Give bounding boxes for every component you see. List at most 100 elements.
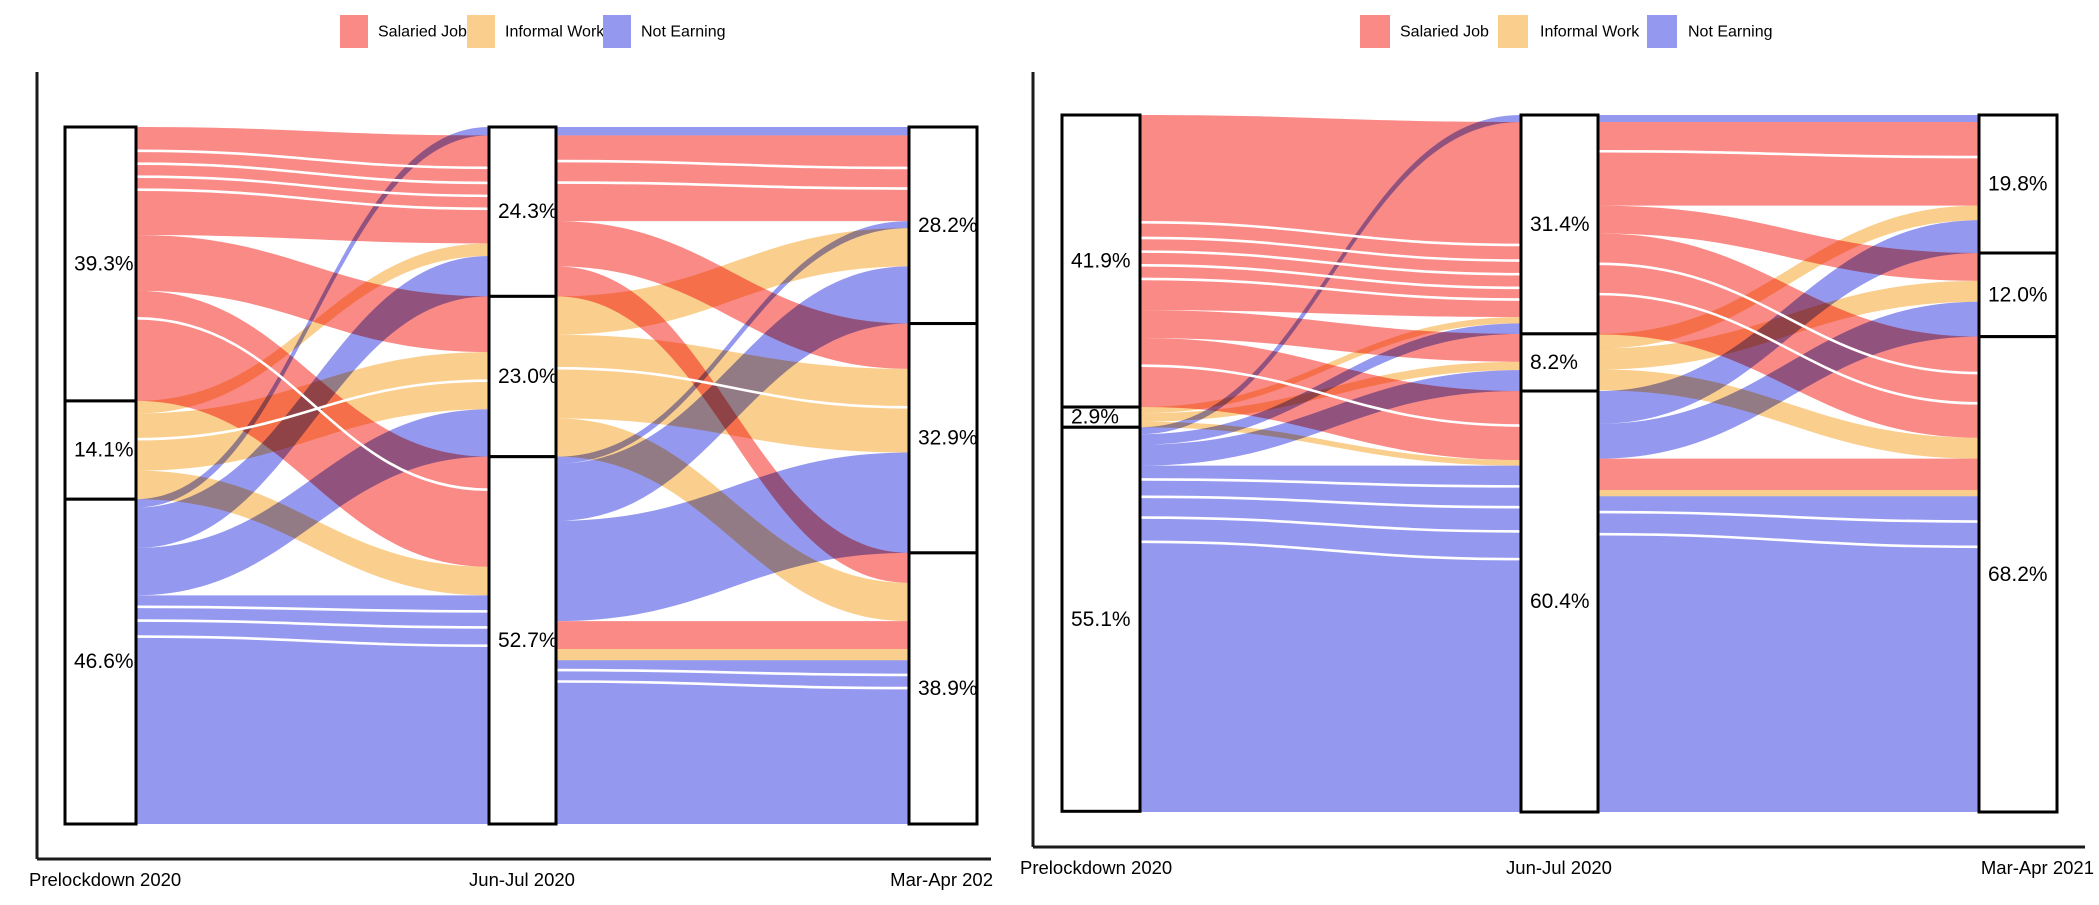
node-percent-label: 68.2% (1988, 563, 2048, 586)
flow-ribbon (556, 221, 909, 464)
node-column-1: 39.3% 14.1% 46.6% (63, 125, 138, 826)
flow-ribbon (136, 409, 489, 596)
flow-ribbon (1598, 220, 1979, 424)
node-percent-label: 14.1% (74, 439, 134, 462)
flow-ribbon (136, 243, 489, 414)
flow-ribbon (1598, 458, 1979, 490)
cohort-separator-line (135, 605, 490, 613)
cohort-separator-line (1139, 221, 1522, 247)
node-segment (1977, 251, 2059, 339)
flow-ribbon (136, 595, 489, 824)
cohort-separator-line (1139, 540, 1522, 561)
flow-ribbon (1140, 421, 1521, 466)
node-percent-label: 31.4% (1530, 213, 1590, 236)
cohort-separator-line (135, 619, 490, 629)
legend-swatch-informal (1498, 15, 1528, 48)
node-segment (1977, 335, 2059, 814)
node-segment (63, 497, 138, 826)
flow-ribbon (1598, 121, 1979, 206)
node-segment (1977, 113, 2059, 255)
x-axis-label: Jun-Jul 2020 (469, 869, 575, 890)
cohort-separator-line (1597, 262, 1980, 375)
cohort-separator-line (1597, 149, 1980, 159)
node-column-2: 24.3% 23.0% 52.7% (487, 125, 558, 826)
cohort-separator-line (555, 159, 910, 170)
node-column-3: 28.2% 32.9% 38.9% (907, 125, 979, 826)
chart-panel-left: 39.3% 14.1% 46.6% 24.3% 23.0% 52.7% 28.2% 32.9%… (29, 15, 993, 890)
flow-ribbon (1598, 489, 1979, 497)
legend-swatch-informal (467, 15, 495, 48)
flow-ribbon (556, 135, 909, 222)
cohort-separator-line (1139, 364, 1522, 427)
cohort-separator-line (135, 317, 490, 492)
flow-ribbon (1140, 361, 1521, 422)
node-percent-label: 55.1% (1071, 608, 1131, 631)
node-percent-label: 28.2% (918, 214, 978, 237)
cohort-separator-line (135, 379, 490, 441)
node-segment (1060, 425, 1142, 813)
legend-label: Not Earning (641, 24, 726, 41)
flow-ribbon (136, 127, 489, 508)
node-segment (907, 551, 979, 826)
x-axis-label: Prelockdown 2020 (29, 869, 181, 890)
node-segment (1060, 113, 1142, 409)
node-percent-label: 46.6% (74, 650, 134, 673)
node-percent-label: 52.7% (498, 629, 558, 652)
transition-1-ribbons (1140, 115, 1521, 812)
node-segment (487, 455, 558, 826)
legend-swatch-not_earning (1647, 15, 1677, 48)
x-axis-label: Prelockdown 2020 (1020, 857, 1172, 878)
legend-label: Informal Work (505, 24, 605, 41)
flow-ribbon (556, 621, 909, 650)
node-segment (487, 125, 558, 298)
cohort-separator-line (1139, 277, 1522, 301)
legend-left: Salaried Job Informal Work Not Earning (340, 15, 726, 48)
node-percent-label: 19.8% (1988, 173, 2048, 196)
flow-ribbon (136, 255, 489, 548)
x-axis-label: Mar-Apr 2021 (1981, 857, 2094, 878)
flow-ribbon (1598, 496, 1979, 812)
cohort-separator-line (135, 188, 490, 211)
cohort-separator-line (1139, 236, 1522, 262)
legend-swatch-salaried (340, 15, 368, 48)
node-percent-label: 32.9% (918, 427, 978, 450)
chart-panel-right: 41.9% 2.9% 55.1% 31.4% 8.2% 60.4% 19.8% 12.0% 68… (1020, 15, 2094, 878)
legend-label: Salaried Job (378, 24, 467, 41)
node-segment (63, 125, 138, 403)
flow-ribbon (1598, 115, 1979, 122)
cohort-separator-line (555, 181, 910, 190)
cohort-separator-line (1597, 292, 1980, 405)
node-segment (907, 125, 979, 326)
x-axis-label: Jun-Jul 2020 (1506, 857, 1612, 878)
legend-label: Informal Work (1540, 24, 1640, 41)
node-percent-label: 2.9% (1071, 406, 1119, 429)
x-axis-label: Mar-Apr 202 (890, 869, 993, 890)
node-segment (1519, 113, 1600, 336)
node-segment (907, 322, 979, 555)
cohort-separator-line (555, 366, 910, 409)
transition-2-ribbons (556, 127, 909, 824)
legend-label: Not Earning (1688, 24, 1773, 41)
node-percent-label: 60.4% (1530, 590, 1590, 613)
node-column-2: 31.4% 8.2% 60.4% (1519, 113, 1600, 814)
flow-ribbon (1140, 465, 1521, 812)
legend-swatch-not_earning (603, 15, 631, 48)
cohort-separator-line (1139, 250, 1522, 276)
flow-ribbon (1140, 115, 1521, 318)
cohort-separator-line (1139, 263, 1522, 290)
cohort-separator-line (1139, 478, 1522, 488)
flow-ribbon (1140, 115, 1521, 435)
legend-swatch-salaried (1360, 15, 1390, 48)
node-percent-label: 39.3% (74, 252, 134, 275)
node-percent-label: 23.0% (498, 365, 558, 388)
node-column-3: 19.8% 12.0% 68.2% (1977, 113, 2059, 814)
flow-ribbon (1598, 205, 1979, 349)
node-percent-label: 8.2% (1530, 351, 1578, 374)
legend-label: Salaried Job (1400, 24, 1489, 41)
cohort-separator-line (135, 175, 490, 198)
transition-2-ribbons (1598, 115, 1979, 812)
node-segment (1519, 389, 1600, 814)
flow-ribbon (1140, 370, 1521, 466)
transition-1-ribbons (136, 127, 489, 824)
